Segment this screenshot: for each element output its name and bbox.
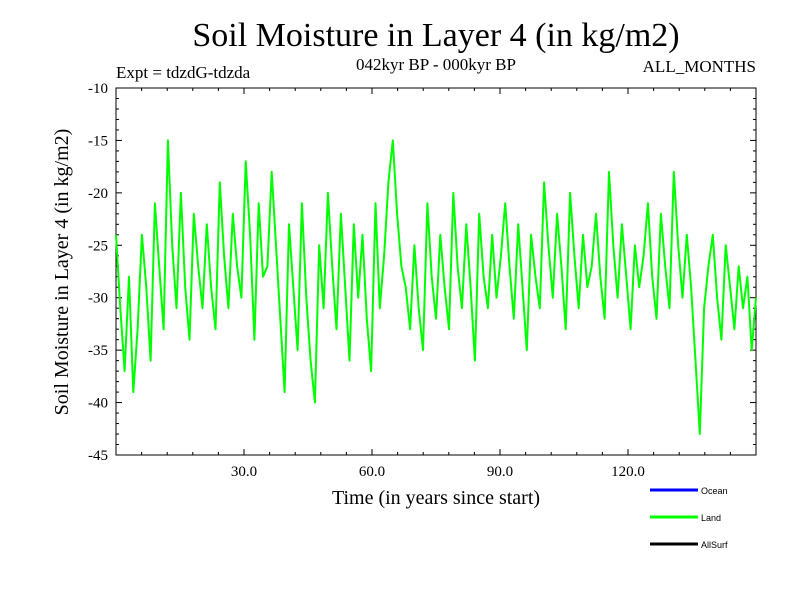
plot-frame xyxy=(115,87,757,456)
x-axis: 30.0 60.0 90.0 120.0 xyxy=(141,88,731,480)
chart-subtitle-right: ALL_MONTHS xyxy=(643,57,756,76)
chart-subtitle-center: 042kyr BP - 000kyr BP xyxy=(356,55,516,74)
y-tick-label: -30 xyxy=(88,291,108,307)
legend-label-allsurf: AllSurf xyxy=(701,540,728,550)
legend-label-land: Land xyxy=(701,513,721,523)
chart-subtitle-left: Expt = tdzdG-tdzda xyxy=(116,63,251,82)
x-tick-label: 30.0 xyxy=(231,464,257,480)
x-tick-label: 120.0 xyxy=(611,464,645,480)
y-tick-label: -15 xyxy=(88,133,108,149)
y-axis: -10 -15 -20 -25 -30 -35 -40 -45 xyxy=(88,81,756,464)
series-line-land xyxy=(115,139,757,435)
y-tick-label: -25 xyxy=(88,238,108,254)
x-tick-label: 60.0 xyxy=(359,464,385,480)
y-axis-label: Soil Moisture in Layer 4 (in kg/m2) xyxy=(51,129,73,416)
y-tick-label: -40 xyxy=(88,396,108,412)
y-tick-label: -35 xyxy=(88,343,108,359)
series-group xyxy=(115,139,757,435)
legend-label-ocean: Ocean xyxy=(701,486,728,496)
y-tick-label: -10 xyxy=(88,81,108,97)
y-tick-label: -45 xyxy=(88,448,108,464)
x-axis-label: Time (in years since start) xyxy=(332,487,540,509)
chart-title: Soil Moisture in Layer 4 (in kg/m2) xyxy=(192,17,679,54)
legend: Ocean Land AllSurf xyxy=(650,486,728,550)
y-tick-label: -20 xyxy=(88,186,108,202)
x-tick-label: 90.0 xyxy=(487,464,513,480)
